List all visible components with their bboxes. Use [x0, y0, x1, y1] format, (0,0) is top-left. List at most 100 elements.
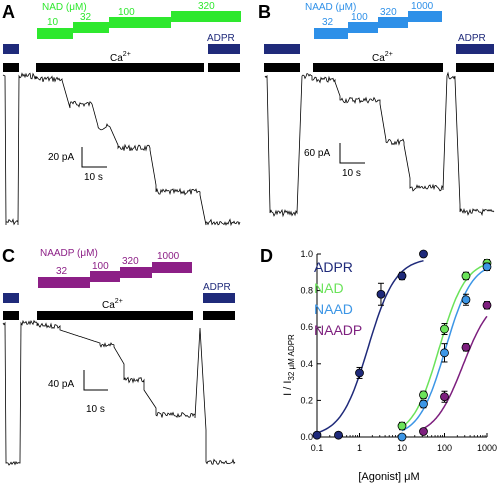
y-tick-label: 0.4 [300, 359, 313, 369]
data-point-naadp [482, 300, 492, 310]
data-point-naad [419, 399, 428, 409]
data-point-nad [440, 324, 449, 334]
scale-x-label-c: 10 s [86, 404, 105, 415]
adpr-label-b: ADPR [458, 33, 486, 44]
scale-y-label-b: 60 pA [304, 148, 330, 159]
scale-y-label-c: 40 pA [48, 379, 74, 390]
conc-bar-b-0 [314, 28, 348, 39]
adpr-bar-a-left [3, 44, 19, 54]
conc-label-a-1: 32 [80, 12, 92, 23]
data-point-naadp [440, 392, 449, 402]
conc-label-b-1: 100 [351, 12, 368, 23]
scale-y-label-a: 20 pA [48, 152, 74, 163]
data-point-naadp [419, 427, 428, 436]
ca-label-c: Ca2+ [102, 298, 123, 311]
y-tick-label: 0.0 [300, 432, 313, 442]
conc-bar-a-1 [73, 22, 109, 33]
black-bar-c-right [203, 311, 235, 320]
conc-label-c-1: 100 [92, 261, 109, 272]
data-point-adpr [397, 271, 407, 281]
y-tick-label: 1.0 [300, 249, 313, 259]
adpr-bar-c-left [3, 293, 19, 303]
ca-bar-b [313, 63, 443, 72]
agonist-label-c: NAADP (μM) [40, 248, 98, 259]
conc-label-c-0: 32 [56, 266, 68, 277]
legend-adpr: ADPR [314, 259, 353, 275]
adpr-label-a: ADPR [207, 33, 235, 44]
agonist-label-a: NAD (μM) [42, 2, 87, 13]
conc-bar-b-3 [408, 11, 442, 22]
data-point-nad [461, 271, 471, 281]
ca-label-a: Ca2+ [110, 51, 131, 64]
data-point-naadp [461, 342, 471, 352]
scale-x-label-a: 10 s [84, 172, 103, 183]
current-trace-c [2, 319, 236, 466]
x-tick-label: 10 [397, 443, 407, 453]
x-tick-label: 1 [357, 443, 362, 453]
conc-label-b-2: 320 [380, 7, 397, 18]
conc-bar-a-2 [109, 17, 171, 28]
conc-bar-a-0 [37, 28, 73, 39]
data-point-naad [482, 262, 492, 272]
x-tick-label: 1000 [477, 443, 497, 453]
conc-bar-b-1 [348, 22, 378, 33]
black-bar-a-right [208, 63, 240, 72]
conc-bar-c-0 [38, 277, 90, 288]
fit-curve-naadp [423, 315, 488, 430]
data-point-nad [419, 390, 428, 400]
y-tick-label: 0.6 [300, 322, 313, 332]
black-bar-a-left [3, 63, 19, 72]
fit-curve-adpr [316, 259, 424, 434]
adpr-bar-a-right [208, 44, 240, 54]
data-point-adpr [355, 368, 364, 378]
data-point-naad [461, 295, 471, 305]
scale-bar-b [339, 143, 365, 164]
x-tick-label: 0.1 [311, 443, 324, 453]
scale-bar-c [83, 370, 108, 391]
data-point-adpr [419, 249, 428, 259]
adpr-label-c: ADPR [203, 282, 231, 293]
adpr-bar-c-right [203, 293, 235, 303]
black-bar-c-left [3, 311, 19, 320]
data-point-naad [397, 432, 407, 442]
scale-bar-a [81, 147, 107, 168]
conc-label-a-0: 10 [47, 17, 59, 28]
adpr-bar-b-right [456, 44, 494, 54]
current-trace-b [264, 71, 495, 218]
panel-letter-b: B [258, 2, 271, 22]
conc-label-b-3: 1000 [411, 1, 434, 12]
legend-naad: NAAD [314, 301, 353, 317]
conc-label-b-0: 32 [322, 17, 334, 28]
y-tick-label: 0.2 [300, 395, 313, 405]
conc-label-c-3: 1000 [157, 251, 180, 262]
conc-label-c-2: 320 [122, 256, 139, 267]
scale-x-label-b: 10 s [342, 168, 361, 179]
panel-d: D 0.0 0.2 0.4 0.6 0.8 1.0 0.1 1 10 100 1000 ADPR NAD… [260, 246, 497, 483]
black-bar-b-left [264, 63, 300, 72]
panel-letter-a: A [2, 2, 15, 22]
legend-nad: NAD [314, 280, 344, 296]
conc-label-a-3: 320 [198, 1, 215, 12]
y-axis-label: I / I32 μM ADPR [282, 334, 296, 396]
data-point-nad [397, 421, 407, 431]
ca-bar-a [36, 63, 204, 72]
ca-bar-c [37, 311, 193, 320]
panel-b: B NAAD (μM) 32 100 320 1000 Ca2+ ADPR 60… [258, 1, 495, 218]
panel-letter-c: C [2, 246, 15, 266]
ca-label-b: Ca2+ [372, 51, 393, 64]
dose-response-plot: 0.0 0.2 0.4 0.6 0.8 1.0 0.1 1 10 100 1000 ADPR NAD NA… [300, 249, 497, 453]
current-trace-a [2, 72, 241, 227]
y-tick-label: 0.8 [300, 286, 313, 296]
conc-bar-c-2 [120, 267, 152, 278]
x-tick-label: 100 [437, 443, 452, 453]
x-axis-label: [Agonist] μM [358, 471, 419, 483]
adpr-bar-b-left [264, 44, 300, 54]
conc-bar-b-2 [378, 17, 408, 28]
legend-naadp: NAADP [314, 322, 362, 338]
conc-bar-c-3 [152, 262, 192, 273]
panel-c: C NAADP (μM) 32 100 320 1000 Ca2+ ADPR 4… [2, 246, 236, 466]
black-bar-b-right [456, 63, 494, 72]
data-point-adpr [312, 430, 322, 440]
agonist-label-b: NAAD (μM) [305, 2, 356, 13]
